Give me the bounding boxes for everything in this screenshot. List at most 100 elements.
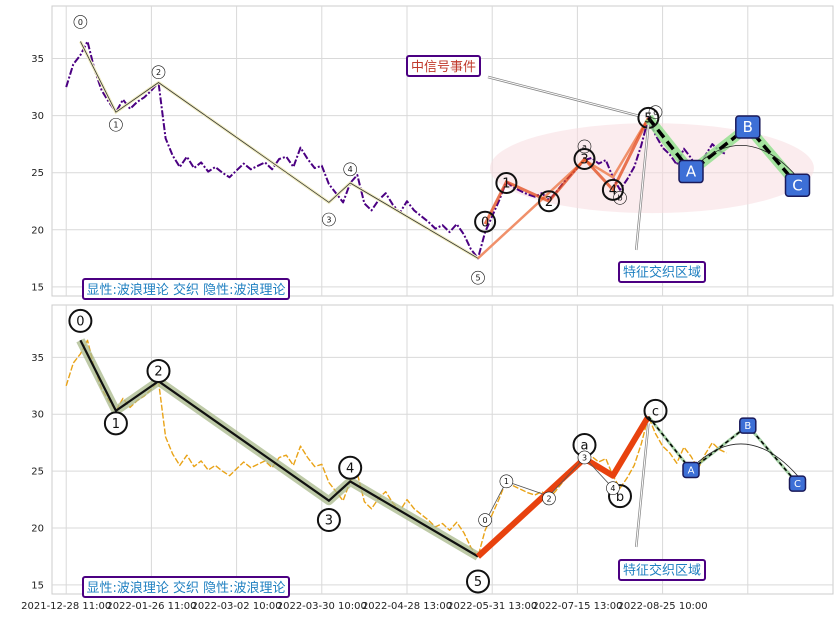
- wave-point-label: 4: [346, 461, 354, 476]
- wave-point-label: 1: [113, 121, 118, 130]
- y-tick-label: 25: [31, 168, 44, 179]
- wave-point-marker: [542, 491, 556, 506]
- wave-point-marker: [577, 450, 592, 465]
- wave-point-label: 5: [644, 112, 652, 127]
- forecast-box: [678, 159, 704, 184]
- forecast-box: [735, 115, 761, 139]
- wave-point-marker: [466, 569, 490, 594]
- x-tick-label: 2022-04-28 13:00: [362, 601, 452, 612]
- x-tick-label: 2022-05-31 13:00: [447, 601, 537, 612]
- wave-point-marker: [499, 474, 514, 489]
- price-series-line: [65, 339, 727, 558]
- x-tick-label: 2022-01-26 11:00: [106, 601, 196, 612]
- wave-point-marker: [478, 513, 492, 527]
- wave-point-label: c: [653, 108, 657, 117]
- wave-point-marker: [146, 358, 171, 383]
- forecast-arc: [697, 443, 798, 476]
- zone-pointer-inner: [635, 423, 649, 548]
- wave-point-label: 4: [610, 484, 615, 493]
- y-tick-label: 35: [31, 353, 44, 364]
- forecast-arc: [697, 145, 798, 178]
- x-tick-label: 2022-08-25 10:00: [618, 601, 708, 612]
- wave-point-label: 3: [326, 215, 331, 224]
- wave-point-marker: [68, 308, 93, 333]
- x-tick-label: 2022-03-02 10:00: [192, 601, 282, 612]
- event-label-box: [406, 55, 481, 77]
- x-tick-label: 2022-03-30 10:00: [277, 601, 367, 612]
- bottom-panel: 15 20 25 30 35 0 1 2 3 4 5 a b c 0 1 2 3 4 A B C 特征交织区域显性:波浪理论…: [21, 304, 834, 612]
- zone-label-box: [618, 559, 706, 581]
- wave-orange-line: [477, 117, 650, 260]
- wave-point-marker: [577, 139, 592, 154]
- wave-point-label: 1: [504, 477, 509, 486]
- wave-point-marker: [322, 212, 336, 227]
- wave-point-marker: [338, 455, 363, 480]
- zone-label: 特征交织区域: [623, 265, 701, 281]
- wave-point-label: 3: [325, 514, 333, 529]
- event-label: 中信号事件: [411, 60, 476, 75]
- wave-point-label: 3: [582, 453, 587, 462]
- wave-point-marker: [103, 411, 128, 436]
- forecast-label: B: [744, 421, 751, 432]
- wave-point-marker: [613, 191, 627, 205]
- y-tick-label: 15: [31, 282, 44, 293]
- zone-pointer-inner: [635, 124, 649, 251]
- wave-point-label: 5: [474, 575, 482, 590]
- wave-point-marker: [606, 481, 620, 495]
- wave-point-label: 0: [483, 516, 488, 525]
- y-tick-label: 35: [31, 54, 44, 65]
- y-tick-label: 20: [31, 225, 44, 236]
- y-tick-label: 15: [31, 580, 44, 591]
- y-tick-label: 30: [31, 111, 44, 122]
- wave-point-marker: [495, 171, 518, 194]
- wave-point-marker: [643, 398, 668, 423]
- wave-point-label: 0: [481, 215, 489, 230]
- forecast-label: B: [743, 118, 753, 136]
- wave-point-label: 1: [502, 177, 510, 192]
- forecast-label: A: [686, 163, 697, 181]
- wave-point-label: b: [616, 490, 624, 505]
- wave-point-marker: [538, 190, 560, 213]
- wave-point-marker: [316, 508, 341, 533]
- annotation-text: 显性:波浪理论 交织 隐性:波浪理论: [86, 282, 285, 298]
- wave-point-label: c: [652, 404, 659, 419]
- wave-point-label: 2: [546, 494, 551, 503]
- y-tick-label: 30: [31, 410, 44, 421]
- wave-point-marker: [648, 105, 663, 119]
- wave-point-label: 4: [609, 183, 617, 198]
- price-series-line: [65, 40, 727, 260]
- forecast-box: [784, 173, 811, 198]
- wave-orange-line: [475, 414, 651, 559]
- wave-point-label: a: [582, 142, 587, 151]
- forecast-line: [647, 416, 799, 485]
- wave-point-marker: [73, 15, 88, 29]
- y-tick-label: 20: [31, 524, 44, 535]
- forecast-box: [739, 417, 757, 434]
- wave-point-marker: [151, 65, 166, 80]
- wave-point-label: 4: [348, 165, 353, 174]
- wave-point-label: 3: [580, 153, 588, 168]
- plot-frame: [51, 304, 834, 595]
- x-tick-label: 2022-07-15 13:00: [532, 601, 622, 612]
- wave-point-marker: [573, 147, 596, 170]
- wave-point-label: 2: [545, 195, 553, 210]
- wave-sub-line: [483, 117, 650, 225]
- zone-label: 特征交织区域: [623, 563, 701, 579]
- top-panel: 15 20 25 30 35 0 1 2 3 4 5 0 1 2 3 4 5 a b c A B C 特征交织区域显性:波浪理…: [31, 5, 834, 300]
- wave-point-label: 0: [76, 315, 84, 330]
- wave-point-marker: [471, 270, 485, 285]
- forecast-label: A: [688, 465, 695, 476]
- y-tick-label: 25: [31, 467, 44, 478]
- forecast-box: [788, 475, 807, 492]
- forecast-label: C: [792, 176, 802, 194]
- wave-point-marker: [601, 178, 624, 201]
- wave-point-label: b: [617, 194, 622, 203]
- wave-point-label: 2: [154, 365, 162, 380]
- wave-point-label: 5: [475, 274, 480, 283]
- wave-main-line: [79, 339, 479, 558]
- wave-point-marker: [474, 210, 497, 233]
- annotation-box: [82, 576, 290, 598]
- wave-point-marker: [343, 162, 358, 177]
- wave-point-label: 2: [156, 68, 161, 77]
